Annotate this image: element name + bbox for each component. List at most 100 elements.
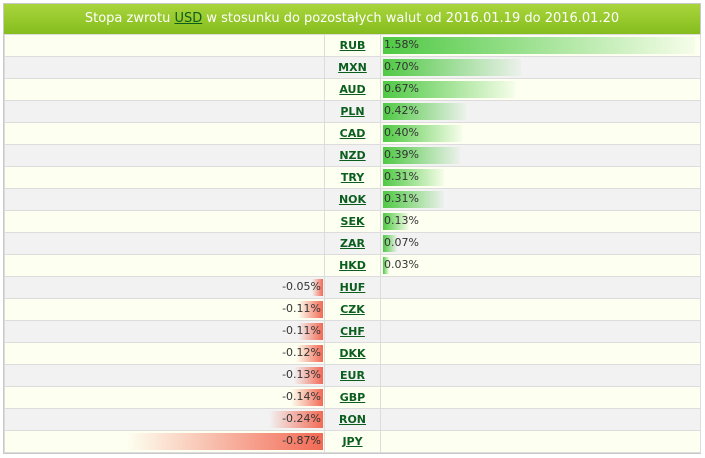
negative-return-bar xyxy=(291,389,323,406)
currency-link[interactable]: HUF xyxy=(339,281,366,294)
currency-link[interactable]: EUR xyxy=(340,369,365,382)
return-value: 0.42% xyxy=(384,104,419,117)
return-value: 0.31% xyxy=(384,192,419,205)
positive-cell: 0.70% xyxy=(380,56,701,79)
currency-link[interactable]: PLN xyxy=(340,105,365,118)
currency-link[interactable]: RUB xyxy=(339,39,366,52)
positive-return-bar xyxy=(383,191,444,208)
table-row: -0.11% CZK xyxy=(4,298,701,321)
currency-link[interactable]: CZK xyxy=(340,303,365,316)
positive-return-bar xyxy=(383,59,521,76)
return-value: -0.12% xyxy=(282,346,321,359)
returns-table: RUB 1.58% MXN 0.70% AUD 0.67% PLN 0.42% CAD 0.40%… xyxy=(4,34,701,453)
currency-cell: NOK xyxy=(324,188,381,211)
currency-cell: EUR xyxy=(324,364,381,387)
currency-cell: RON xyxy=(324,408,381,431)
table-row: NOK 0.31% xyxy=(4,188,701,211)
currency-cell: JPY xyxy=(324,430,381,453)
return-value: -0.05% xyxy=(282,280,321,293)
table-row: -0.13% EUR xyxy=(4,364,701,387)
table-row: -0.87% JPY xyxy=(4,430,701,453)
positive-cell xyxy=(380,298,701,321)
negative-return-bar xyxy=(298,301,323,318)
currency-link[interactable]: AUD xyxy=(339,83,366,96)
currency-link[interactable]: CHF xyxy=(340,325,365,338)
positive-return-bar xyxy=(383,235,397,252)
currency-cell: ZAR xyxy=(324,232,381,255)
currency-cell: CHF xyxy=(324,320,381,343)
currency-link[interactable]: RON xyxy=(338,413,367,426)
currency-link[interactable]: DKK xyxy=(339,347,366,360)
table-row: SEK 0.13% xyxy=(4,210,701,233)
return-value: 0.67% xyxy=(384,82,419,95)
negative-cell xyxy=(4,122,325,145)
currency-cell: DKK xyxy=(324,342,381,365)
positive-cell: 0.31% xyxy=(380,188,701,211)
currency-cell: NZD xyxy=(324,144,381,167)
negative-cell xyxy=(4,144,325,167)
positive-cell: 0.40% xyxy=(380,122,701,145)
return-value: 0.70% xyxy=(384,60,419,73)
currency-link[interactable]: MXN xyxy=(338,61,367,74)
return-value: 0.03% xyxy=(384,258,419,271)
currency-link[interactable]: GBP xyxy=(339,391,366,404)
positive-cell: 0.03% xyxy=(380,254,701,277)
negative-return-bar xyxy=(294,367,323,384)
currency-link[interactable]: NOK xyxy=(338,193,367,206)
table-row: HKD 0.03% xyxy=(4,254,701,277)
negative-cell: -0.14% xyxy=(4,386,325,409)
return-value: -0.24% xyxy=(282,412,321,425)
currency-link[interactable]: HKD xyxy=(339,259,366,272)
negative-return-bar xyxy=(298,323,323,340)
currency-cell: MXN xyxy=(324,56,381,79)
return-value: 0.07% xyxy=(384,236,419,249)
return-value: -0.11% xyxy=(282,302,321,315)
currency-cell: RUB xyxy=(324,34,381,57)
currency-link[interactable]: NZD xyxy=(339,149,366,162)
base-currency-link[interactable]: USD xyxy=(174,11,203,26)
negative-cell: -0.87% xyxy=(4,430,325,453)
returns-table-body: RUB 1.58% MXN 0.70% AUD 0.67% PLN 0.42% CAD 0.40%… xyxy=(4,34,701,453)
negative-cell xyxy=(4,100,325,123)
positive-return-bar xyxy=(383,169,444,186)
negative-cell: -0.13% xyxy=(4,364,325,387)
currency-link[interactable]: TRY xyxy=(340,171,365,184)
negative-cell xyxy=(4,56,325,79)
positive-cell: 0.42% xyxy=(380,100,701,123)
positive-cell xyxy=(380,342,701,365)
table-row: MXN 0.70% xyxy=(4,56,701,79)
positive-cell xyxy=(380,320,701,343)
positive-cell: 0.31% xyxy=(380,166,701,189)
currency-link[interactable]: CAD xyxy=(339,127,366,140)
negative-cell xyxy=(4,254,325,277)
positive-return-bar xyxy=(383,257,389,274)
positive-cell xyxy=(380,408,701,431)
currency-link[interactable]: JPY xyxy=(342,435,363,448)
return-value: 0.31% xyxy=(384,170,419,183)
table-row: NZD 0.39% xyxy=(4,144,701,167)
returns-widget: Stopa zwrotu USD w stosunku do pozostały… xyxy=(3,3,701,454)
currency-cell: HUF xyxy=(324,276,381,299)
table-row: -0.05% HUF xyxy=(4,276,701,299)
positive-cell xyxy=(380,276,701,299)
currency-cell: AUD xyxy=(324,78,381,101)
currency-link[interactable]: ZAR xyxy=(340,237,365,250)
currency-cell: CZK xyxy=(324,298,381,321)
currency-link[interactable]: SEK xyxy=(340,215,365,228)
positive-return-bar xyxy=(383,125,462,142)
negative-return-bar xyxy=(312,279,323,296)
positive-cell: 0.39% xyxy=(380,144,701,167)
positive-cell xyxy=(380,430,701,453)
negative-cell xyxy=(4,210,325,233)
table-row: AUD 0.67% xyxy=(4,78,701,101)
table-row: -0.12% DKK xyxy=(4,342,701,365)
negative-cell xyxy=(4,78,325,101)
negative-cell: -0.24% xyxy=(4,408,325,431)
return-value: 0.39% xyxy=(384,148,419,161)
positive-cell: 0.67% xyxy=(380,78,701,101)
currency-cell: PLN xyxy=(324,100,381,123)
negative-cell xyxy=(4,166,325,189)
negative-cell xyxy=(4,34,325,57)
return-value: -0.14% xyxy=(282,390,321,403)
negative-return-bar xyxy=(269,411,323,428)
